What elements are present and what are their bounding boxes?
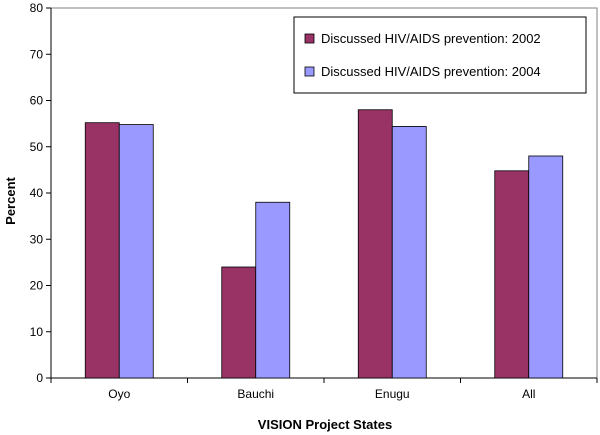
x-tick-label: All xyxy=(522,387,535,401)
y-tick-label: 10 xyxy=(30,325,44,339)
bar-oyo-series-2 xyxy=(118,124,154,379)
y-tick-label: 40 xyxy=(30,186,44,200)
bar-bauchi-series-1 xyxy=(221,266,257,379)
y-tick-label: 70 xyxy=(30,47,44,61)
bar-oyo-series-1 xyxy=(84,122,120,379)
legend-swatch xyxy=(304,66,315,77)
y-tick-label: 60 xyxy=(30,94,44,108)
legend-swatch xyxy=(304,33,315,44)
x-axis-ticks: Oyo Bauchi Enugu All xyxy=(50,377,598,401)
bars xyxy=(84,109,564,379)
y-tick-label: 0 xyxy=(36,371,43,385)
bar-enugu-series-1 xyxy=(357,109,393,379)
x-tick-label: Bauchi xyxy=(237,387,274,401)
legend: Discussed HIV/AIDS prevention: 2002 Discu… xyxy=(293,16,587,94)
y-tick-label: 30 xyxy=(30,232,44,246)
y-axis-title: Percent xyxy=(3,176,18,224)
x-tick-label: Oyo xyxy=(108,387,130,401)
y-tick-label: 20 xyxy=(30,279,44,293)
y-tick-label: 80 xyxy=(30,1,44,15)
x-axis-title: VISION Project States xyxy=(258,417,392,432)
y-axis-ticks: 0 10 20 30 40 50 60 70 80 xyxy=(30,1,52,385)
x-tick-label: Enugu xyxy=(375,387,410,401)
legend-label: Discussed HIV/AIDS prevention: 2004 xyxy=(321,64,541,79)
legend-label: Discussed HIV/AIDS prevention: 2002 xyxy=(321,31,541,46)
legend-box xyxy=(293,16,587,94)
y-tick-label: 50 xyxy=(30,140,44,154)
bar-all-series-1 xyxy=(494,170,530,379)
bar-enugu-series-2 xyxy=(391,126,427,379)
bar-all-series-2 xyxy=(528,155,564,379)
bar-bauchi-series-2 xyxy=(255,201,291,379)
